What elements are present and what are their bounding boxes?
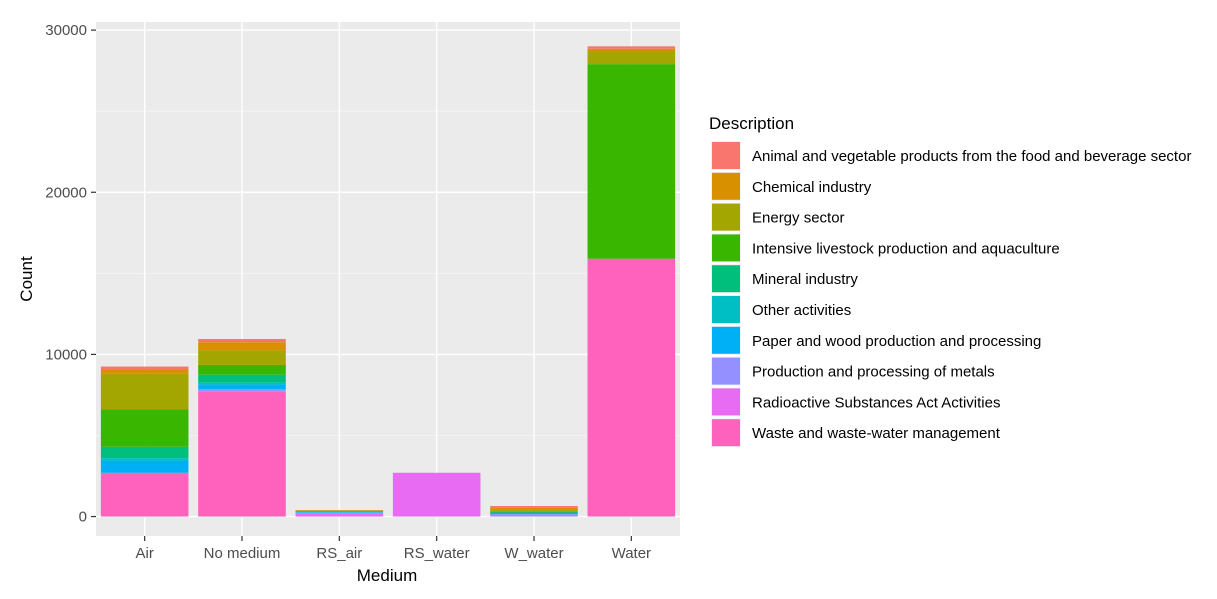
legend-item-label: Production and processing of metals: [752, 364, 995, 381]
bar-segment: [296, 512, 384, 513]
bar-segment: [198, 389, 286, 391]
legend-key-swatch: [712, 265, 740, 292]
bar-segment: [198, 339, 286, 342]
bar-segment: [490, 514, 578, 516]
legend-item-label: Intensive livestock production and aquac…: [752, 240, 1060, 257]
bar-segment: [198, 375, 286, 383]
bar-segment: [198, 342, 286, 350]
x-axis-title: Medium: [357, 566, 417, 585]
bar-segment: [490, 512, 578, 514]
legend-key-swatch: [712, 296, 740, 323]
legend-items: Animal and vegetable products from the f…: [711, 141, 1191, 447]
bar-segment: [296, 511, 384, 512]
legend-key-swatch: [712, 204, 740, 231]
x-tick-label: Air: [135, 545, 153, 562]
legend-item-label: Mineral industry: [752, 271, 858, 288]
legend-item-label: Chemical industry: [752, 179, 872, 196]
bar-segment: [588, 259, 676, 517]
x-tick-label: W_water: [504, 545, 563, 562]
y-tick-label: 20000: [45, 184, 87, 201]
bar-segment: [101, 410, 189, 447]
bar-segment: [588, 49, 676, 52]
bar-segment: [296, 512, 384, 513]
bar-segment: [490, 510, 578, 512]
bar-segment: [101, 458, 189, 460]
x-tick-label: RS_water: [404, 545, 470, 562]
x-axis: Air No medium RS_air RS_water W_water Water: [135, 536, 651, 562]
legend-title: Description: [709, 114, 794, 133]
y-axis-title: Count: [17, 256, 36, 302]
legend-item-label: Other activities: [752, 302, 851, 319]
bar-segment: [101, 367, 189, 370]
legend-item-label: Waste and waste-water management: [752, 425, 1001, 442]
x-tick-label: No medium: [204, 545, 281, 562]
legend-item-label: Energy sector: [752, 210, 845, 227]
bar-segment: [101, 473, 189, 517]
bar-segment: [588, 64, 676, 259]
y-tick-label: 10000: [45, 346, 87, 363]
bar-segment: [296, 513, 384, 514]
bar-segment: [101, 369, 189, 373]
bar-segment: [198, 384, 286, 389]
bar-segment: [588, 52, 676, 65]
bar-segment: [393, 473, 481, 517]
y-tick-label: 0: [79, 509, 87, 526]
bar-segment: [198, 365, 286, 375]
legend-item-label: Animal and vegetable products from the f…: [752, 148, 1191, 165]
legend: Description Animal and vegetable product…: [709, 114, 1191, 447]
bar-segment: [198, 392, 286, 517]
bar-segment: [198, 383, 286, 385]
legend-key-swatch: [712, 173, 740, 200]
legend-key-swatch: [712, 358, 740, 385]
legend-key-swatch: [712, 234, 740, 261]
legend-key-swatch: [712, 388, 740, 415]
bar-segment: [588, 46, 676, 48]
legend-item-label: Radioactive Substances Act Activities: [752, 394, 1000, 411]
y-axis: 0 10000 20000 30000: [45, 22, 96, 525]
bar-segment: [296, 514, 384, 517]
bar-segment: [490, 506, 578, 507]
bar-segment: [101, 447, 189, 458]
bar-segment: [490, 507, 578, 510]
legend-key-swatch: [712, 142, 740, 169]
legend-key-swatch: [712, 327, 740, 354]
legend-item-label: Paper and wood production and processing: [752, 333, 1041, 350]
bar-segment: [198, 350, 286, 365]
x-tick-label: RS_air: [316, 545, 362, 562]
legend-key-swatch: [712, 419, 740, 446]
bar-segment: [101, 461, 189, 473]
x-tick-label: Water: [612, 545, 651, 562]
y-tick-label: 30000: [45, 22, 87, 39]
bar-segment: [101, 374, 189, 410]
